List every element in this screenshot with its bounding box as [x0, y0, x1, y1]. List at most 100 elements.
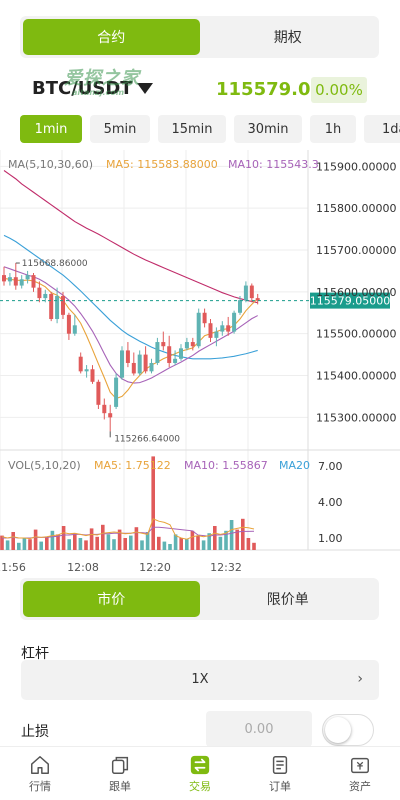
tab-limit-order[interactable]: 限价单 [266, 592, 309, 608]
candle-body [232, 312, 237, 332]
candle-body [149, 362, 154, 372]
last-price: 115579.05 [216, 79, 324, 100]
candle-body [208, 323, 213, 338]
kline-svg: 115579.05000 115900.00000 115800.00000 1157… [0, 150, 400, 580]
watermark-logo: 爱探之家 aitanzj.com [64, 64, 140, 97]
vol-ma10-legend: MA10: 1.55867 [184, 459, 268, 472]
vol-tick-label: 1.00 [318, 532, 343, 545]
volume-bar [241, 518, 245, 550]
candle-body [43, 293, 48, 299]
swap-icon [190, 755, 210, 774]
candle-body [249, 285, 254, 299]
volume-bar [179, 538, 183, 550]
timeframe-15min[interactable]: 15min [158, 115, 226, 143]
nav-orders[interactable]: 订单 [240, 747, 320, 800]
volume-bar [11, 532, 15, 550]
volume-bar [129, 535, 133, 550]
candle-body [7, 277, 12, 282]
candle-body [214, 331, 219, 338]
x-tick-label: 12:20 [139, 561, 171, 574]
volume-bar [168, 544, 172, 550]
candle-body [19, 279, 24, 286]
volume-bar [106, 534, 111, 550]
pair-selector[interactable]: BTC/USDT [32, 78, 153, 99]
vol-tick-label: 4.00 [318, 496, 343, 509]
copy-icon [111, 756, 129, 774]
volume-bar [0, 535, 4, 550]
candle-body [114, 377, 119, 407]
candle-body [243, 285, 248, 301]
timeframe-1h[interactable]: 1h [310, 115, 356, 143]
y-tick-label: 115800.00000 [316, 202, 396, 215]
chart-labels: 115579.05000 115900.00000 115800.00000 1157… [0, 158, 396, 574]
current-price-label: 115579.05000 [310, 295, 390, 308]
timeframe-30min[interactable]: 30min [234, 115, 302, 143]
wallet-icon [351, 757, 369, 773]
volume-bar [140, 540, 144, 550]
stop-loss-toggle[interactable] [322, 714, 374, 746]
candle-body [137, 354, 142, 374]
nav-market[interactable]: 行情 [0, 747, 80, 800]
x-tick-label: 11:56 [0, 561, 26, 574]
volume-bar [229, 520, 234, 550]
leverage-selector[interactable]: 1X › [21, 660, 379, 700]
nav-orders-label: 订单 [269, 779, 291, 793]
ma60-line [3, 170, 258, 304]
candle-body [31, 275, 36, 288]
candle-body [37, 287, 42, 299]
candle-body [143, 354, 148, 372]
nav-assets[interactable]: 资产 [320, 747, 400, 800]
stop-loss-input[interactable]: 0.00 [206, 711, 312, 747]
volume-bar [213, 526, 217, 550]
timeframe-5min[interactable]: 5min [90, 115, 150, 143]
stop-loss-label: 止损 [21, 724, 49, 740]
volume-bar [95, 536, 99, 550]
candle-body [196, 312, 201, 347]
volume-bar [45, 536, 49, 550]
tab-market-order[interactable]: 市价 [23, 581, 200, 617]
candle-body [220, 325, 225, 332]
candle-body [255, 298, 260, 301]
nav-copy-trading[interactable]: 跟单 [80, 747, 160, 800]
leverage-label: 杠杆 [21, 646, 49, 662]
pair-symbol: BTC/USDT [32, 78, 133, 99]
vol-tick-label: 7.00 [318, 460, 343, 473]
candles [2, 263, 260, 432]
tab-options[interactable]: 期权 [273, 30, 302, 46]
volume-bar [67, 539, 71, 550]
kline-chart[interactable]: 115579.05000 115900.00000 115800.00000 1157… [0, 150, 400, 580]
candle-body [2, 275, 6, 282]
ma10-line [3, 266, 258, 384]
volume-bar [218, 536, 223, 550]
volume-bar [50, 530, 55, 550]
volume-bar [190, 530, 195, 550]
volume-bar [112, 539, 116, 550]
timeframe-1day[interactable]: 1day [364, 115, 400, 143]
vol-ma20-legend: MA20 [279, 459, 310, 472]
nav-trade[interactable]: 交易 [160, 747, 240, 800]
volume-bar [123, 538, 127, 550]
volume-bar [134, 527, 139, 550]
chevron-right-icon: › [357, 671, 363, 687]
tab-contract[interactable]: 合约 [23, 19, 200, 55]
volume-bar [246, 538, 251, 550]
volume-bar [33, 529, 38, 550]
candle-body [161, 342, 166, 347]
caret-down-icon [136, 83, 153, 94]
x-tick-label: 12:32 [210, 561, 242, 574]
candle-body [120, 350, 124, 378]
candle-body [102, 404, 107, 414]
y-tick-label: 115900.00000 [316, 160, 396, 173]
volume-bar [56, 534, 60, 550]
volume-bar [252, 542, 256, 550]
candle-body [202, 312, 207, 324]
volume-bar [224, 530, 228, 550]
ma-legend-title: MA(5,10,30,60) [8, 158, 93, 171]
vol-ma5-legend: MA5: 1.75122 [94, 459, 171, 472]
low-label: 115266.64000 [114, 434, 180, 444]
volume-bar [84, 540, 88, 550]
timeframe-1min[interactable]: 1min [20, 115, 82, 143]
volume-ma-lines [1, 518, 255, 540]
change-badge: 0.00% [311, 77, 367, 103]
candle-body [125, 350, 130, 363]
